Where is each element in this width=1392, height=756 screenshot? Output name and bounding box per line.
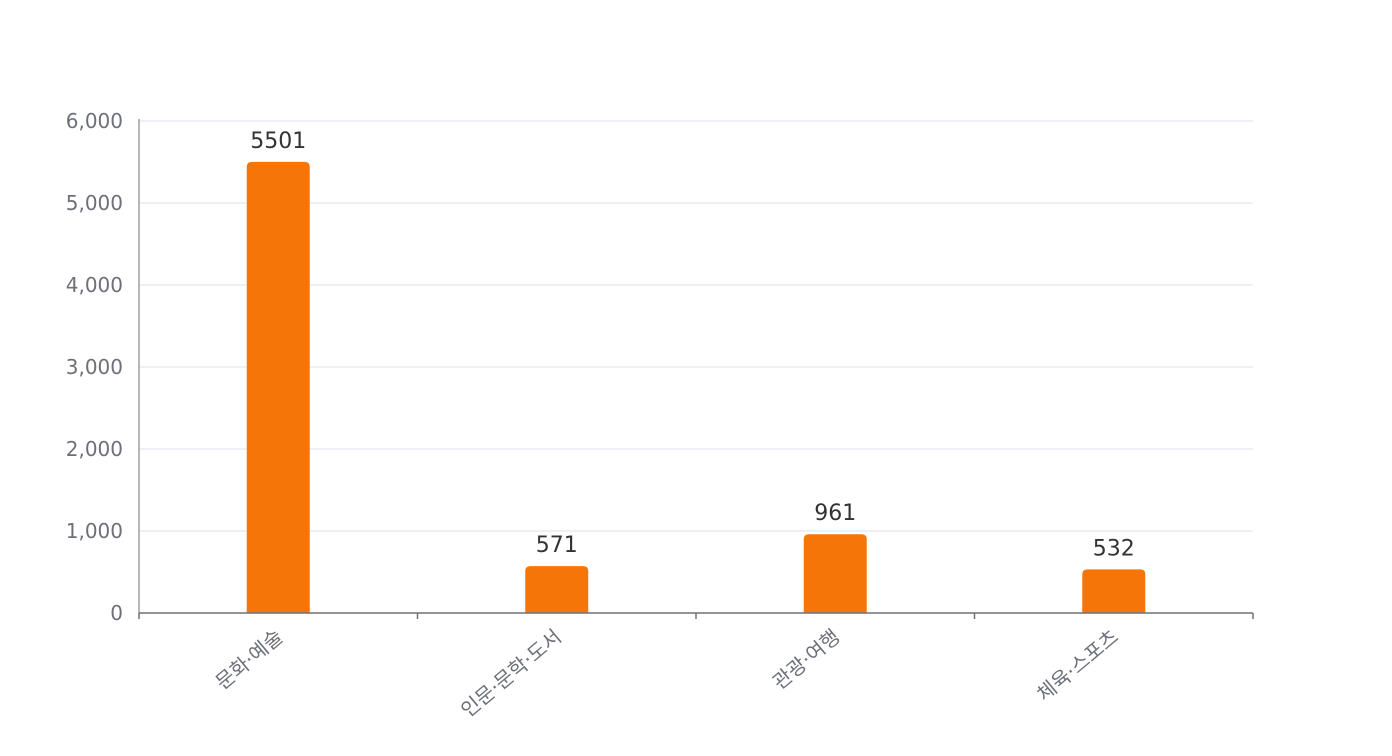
x-tick-label: 체육·스포츠: [1032, 624, 1123, 706]
x-tick-labels: 문화·예술 인문·문학·도서 관광·여행 체육·스포츠: [211, 624, 1123, 722]
data-label: 5501: [250, 129, 306, 154]
data-label: 961: [814, 501, 856, 526]
bars: [246, 161, 1146, 613]
data-label: 571: [536, 533, 578, 558]
axes: [138, 119, 1254, 619]
bar: [525, 566, 589, 613]
y-tick-label: 6,000: [66, 109, 123, 133]
data-label: 532: [1093, 536, 1135, 561]
y-tick-labels: 0 1,000 2,000 3,000 4,000 5,000 6,000: [66, 109, 123, 625]
data-labels: 5501 571 961 532: [250, 129, 1135, 561]
y-tick-label: 4,000: [66, 273, 123, 297]
x-tick-label: 관광·여행: [768, 624, 845, 694]
y-tick-label: 2,000: [66, 437, 123, 461]
x-tick-label: 문화·예술: [211, 624, 288, 694]
grid-lines: [139, 120, 1253, 532]
bar: [246, 161, 310, 613]
y-tick-label: 1,000: [66, 519, 123, 543]
y-tick-label: 5,000: [66, 191, 123, 215]
y-tick-label: 3,000: [66, 355, 123, 379]
bar: [803, 534, 867, 613]
bar: [1082, 569, 1146, 613]
y-tick-label: 0: [110, 601, 123, 625]
x-tick-label: 인문·문학·도서: [456, 624, 566, 722]
